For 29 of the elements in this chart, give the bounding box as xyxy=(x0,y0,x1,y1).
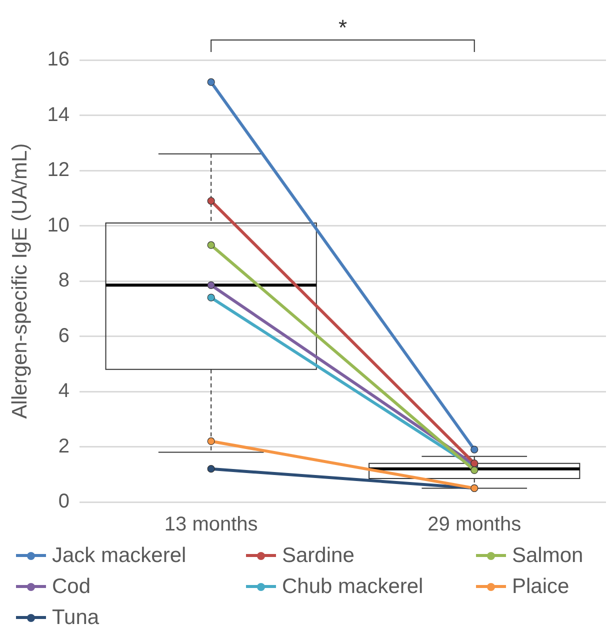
y-tick-label: 4 xyxy=(58,380,70,402)
legend-label: Sardine xyxy=(282,543,354,569)
text: * xyxy=(338,15,348,40)
y-tick-label: 14 xyxy=(47,104,70,126)
y-tick-label: 8 xyxy=(58,270,70,292)
point xyxy=(470,446,478,454)
point xyxy=(207,197,215,205)
point xyxy=(207,241,215,249)
point xyxy=(207,437,215,446)
y-tick-label: 12 xyxy=(47,159,70,182)
y-tick-label: 10 xyxy=(47,214,70,236)
point xyxy=(470,466,478,474)
point xyxy=(207,294,215,302)
y-tick-label: 16 xyxy=(47,48,70,71)
point xyxy=(207,281,215,289)
legend-label: Jack mackerel xyxy=(52,543,186,569)
y-tick-label: 2 xyxy=(58,435,70,458)
x-tick-label: 29 months xyxy=(428,514,522,536)
legend-label: Cod xyxy=(52,574,91,600)
y-tick-label: 0 xyxy=(58,490,70,513)
y-axis-title: Allergen-specific IgE (UA/mL) xyxy=(8,143,32,419)
point xyxy=(207,465,215,473)
point xyxy=(207,78,215,86)
legend-label: Tuna xyxy=(52,605,100,631)
legend-label: Plaice xyxy=(512,574,570,600)
legend-label: Chub mackerel xyxy=(282,574,424,600)
legend-label: Salmon xyxy=(512,543,584,569)
y-tick-label: 6 xyxy=(58,324,70,347)
x-tick-label: 13 months xyxy=(164,514,258,536)
